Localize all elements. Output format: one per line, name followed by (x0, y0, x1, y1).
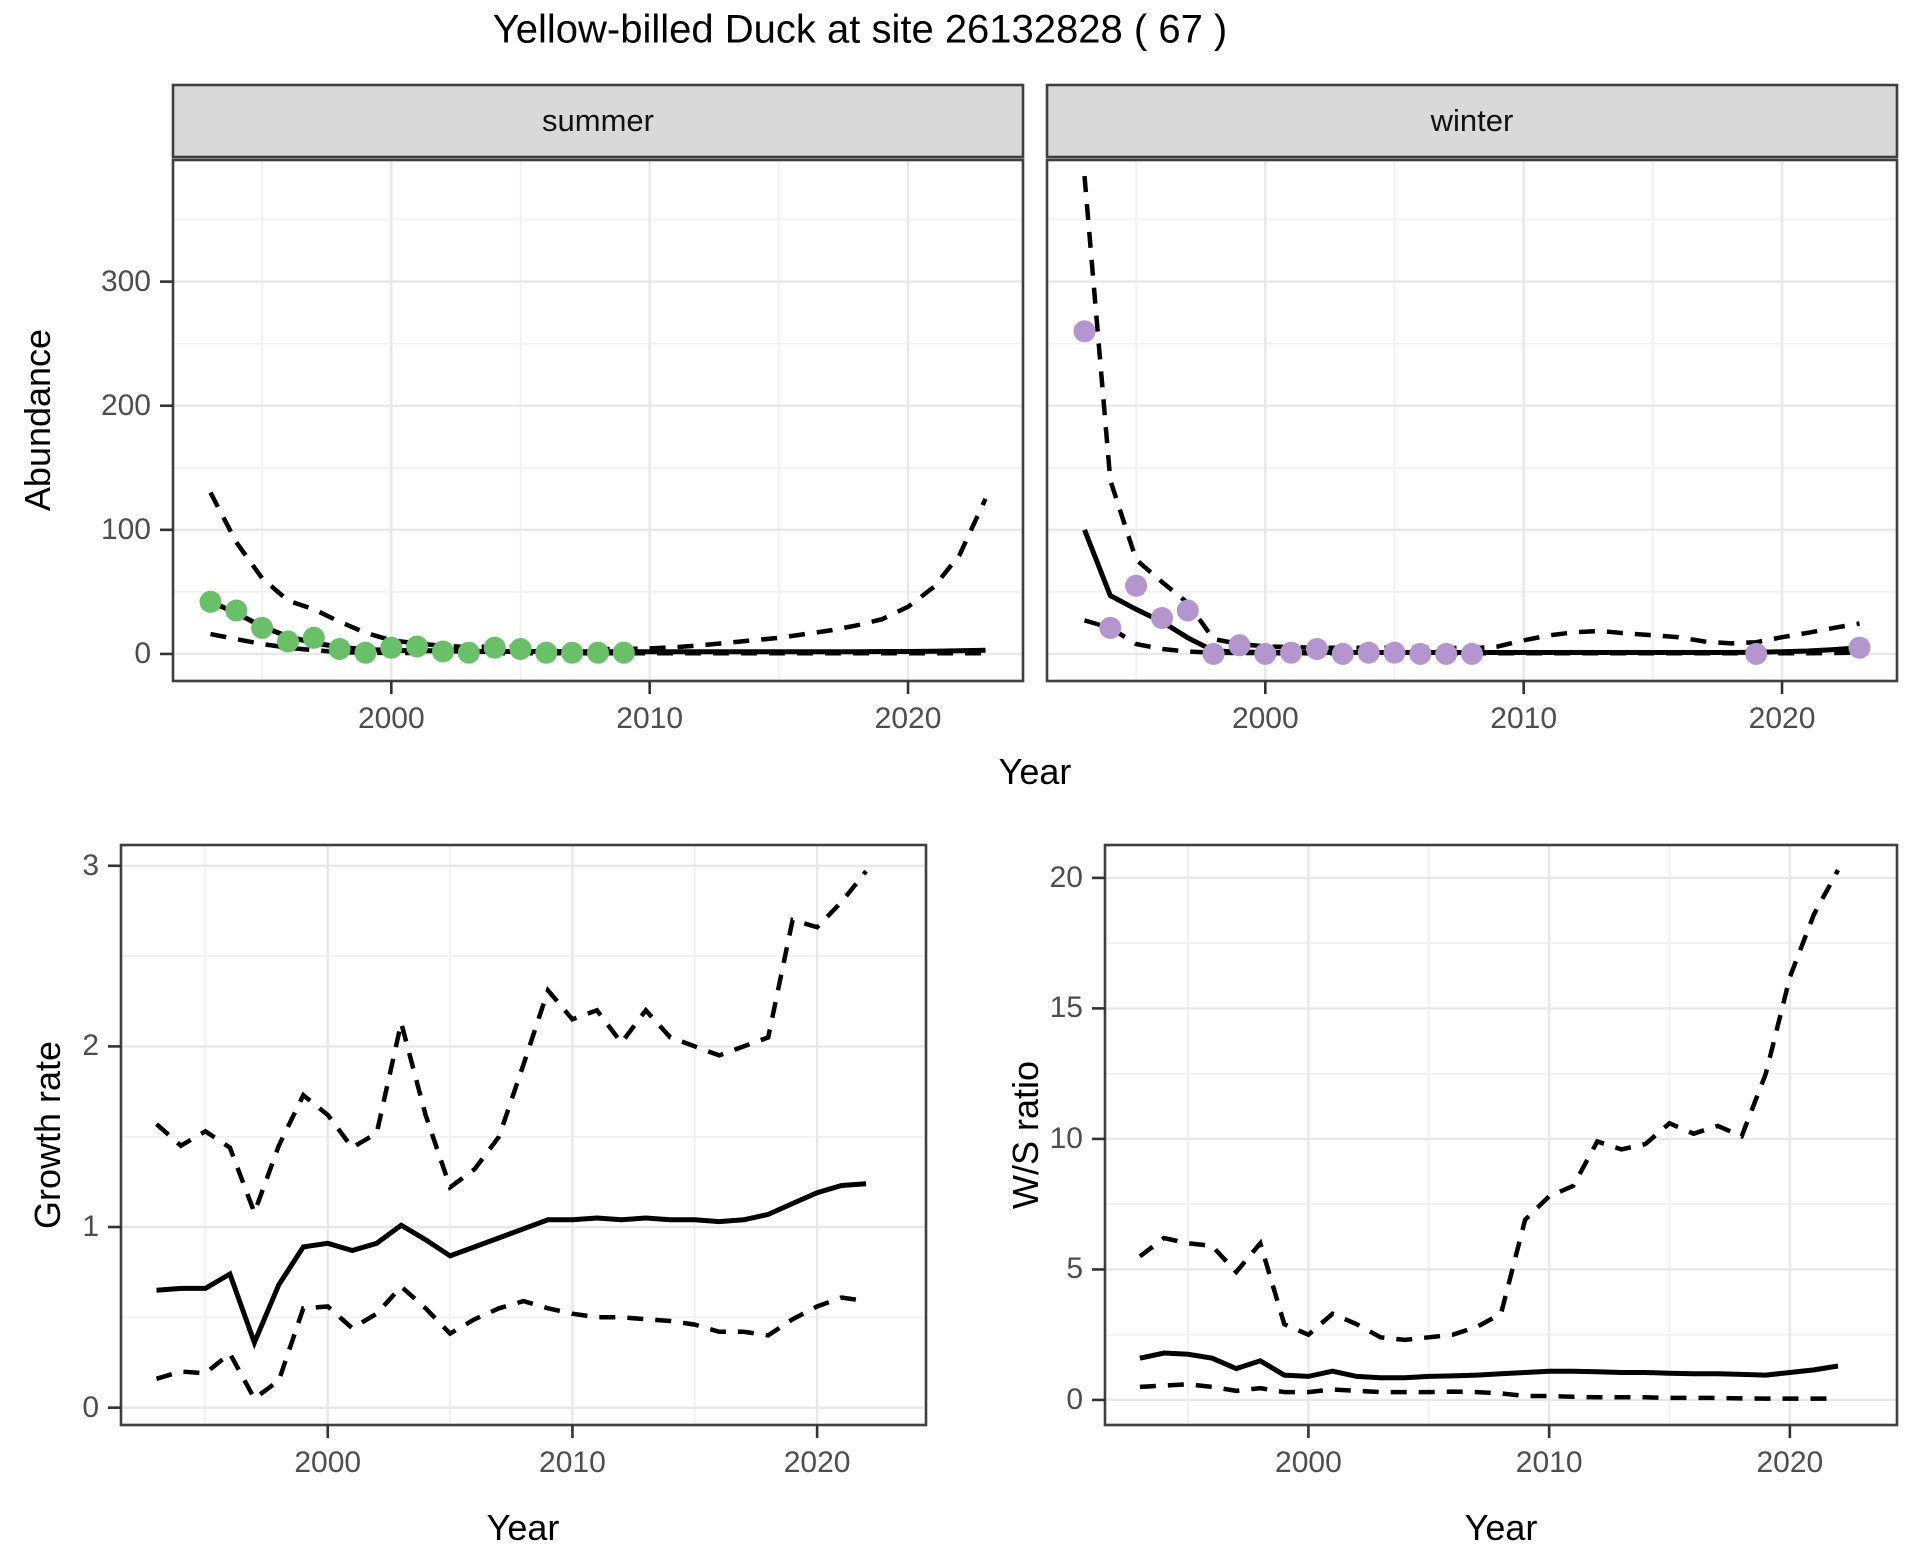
panel-ws-ratio (1092, 843, 1899, 1438)
tick-label: 10 (1049, 1121, 1083, 1155)
growth-rate-upper_ci-line (155, 869, 868, 1220)
data-point (1228, 634, 1251, 657)
data-point (406, 635, 429, 658)
tick-label: 20 (1049, 860, 1083, 894)
figure-title: Yellow-billed Duck at site 26132828 ( 67… (492, 7, 1228, 52)
abundance-summer-observed-points (199, 590, 635, 664)
ws-ratio-lower_ci-line (1139, 1382, 1838, 1401)
data-point (1848, 636, 1871, 659)
data-point (432, 640, 454, 663)
tick-label: 2000 (357, 702, 425, 735)
tick-label: 100 (100, 512, 151, 546)
data-point (199, 590, 222, 613)
data-point (277, 630, 299, 653)
tick-label: 2 (82, 1029, 99, 1063)
abundance-winter-observed-points (1073, 320, 1871, 665)
panel-growth-rate (108, 843, 928, 1438)
data-point (225, 599, 248, 622)
data-point (1254, 642, 1277, 665)
tick-label: 3 (82, 848, 99, 882)
tick-label: 200 (100, 388, 151, 422)
growth-rate-lower_ci-line (155, 1283, 867, 1402)
tick-label: 2020 (1748, 702, 1816, 735)
panel-abundance-summer (160, 83, 1025, 694)
ws-ratio-upper_ci-line (1138, 869, 1840, 1343)
data-point (1435, 642, 1458, 665)
data-point (561, 641, 584, 664)
ws-x-axis-title: Year (1464, 1507, 1538, 1548)
tick-label: 2020 (874, 702, 942, 735)
data-point (587, 641, 609, 664)
tick-label: 2000 (294, 1446, 362, 1479)
data-point (380, 636, 403, 659)
facet-strip (1045, 83, 1899, 159)
data-point (1073, 320, 1096, 343)
tick-label: 5 (1066, 1252, 1083, 1286)
tick-label: 2000 (1231, 702, 1299, 735)
data-point (354, 641, 377, 664)
tick-label: 2010 (1490, 702, 1558, 735)
tick-label: 1 (82, 1210, 99, 1244)
facet-strip (171, 83, 1025, 159)
tick-label: 0 (134, 636, 151, 670)
data-point (251, 616, 274, 639)
facet-label-summer: summer (542, 103, 654, 138)
ws-ratio-fit-line (1139, 1350, 1839, 1381)
growth-x-axis-title: Year (486, 1507, 560, 1548)
tick-label: 0 (1066, 1382, 1083, 1416)
data-point (1357, 641, 1380, 664)
data-point (1099, 616, 1122, 639)
data-point (535, 641, 558, 664)
data-point (302, 626, 325, 649)
data-point (1461, 642, 1483, 665)
data-point (328, 638, 351, 660)
facet-label-winter: winter (1430, 103, 1514, 138)
data-point (1125, 574, 1148, 597)
data-point (1151, 607, 1173, 629)
tick-label: 2020 (783, 1446, 851, 1479)
ws-ratio-axis-title: W/S ratio (1005, 1060, 1046, 1210)
tick-label: 15 (1049, 991, 1083, 1025)
tick-label: 0 (82, 1390, 99, 1424)
data-point (612, 641, 635, 664)
tick-label: 2010 (1515, 1446, 1583, 1479)
tick-label: 2000 (1275, 1446, 1342, 1479)
data-point (509, 638, 532, 660)
growth-rate-axis-title: Growth rate (27, 1040, 68, 1230)
data-point (1306, 638, 1328, 660)
tick-label: 300 (100, 264, 151, 298)
data-point (1331, 642, 1354, 665)
tick-label: 2020 (1756, 1446, 1824, 1479)
growth-rate-fit-line (156, 1181, 867, 1350)
panel-abundance-winter (1045, 83, 1899, 694)
data-point (1280, 641, 1303, 664)
data-point (483, 636, 506, 659)
top-x-axis-title: Year (998, 751, 1072, 792)
data-point (1409, 642, 1432, 665)
data-point (1383, 641, 1406, 664)
data-point (1745, 642, 1768, 665)
data-point (1202, 642, 1225, 665)
tick-label: 2010 (616, 702, 684, 735)
data-point (457, 641, 480, 664)
data-point (1176, 599, 1199, 622)
abundance-axis-title: Abundance (17, 328, 58, 512)
tick-label: 2010 (539, 1446, 606, 1479)
